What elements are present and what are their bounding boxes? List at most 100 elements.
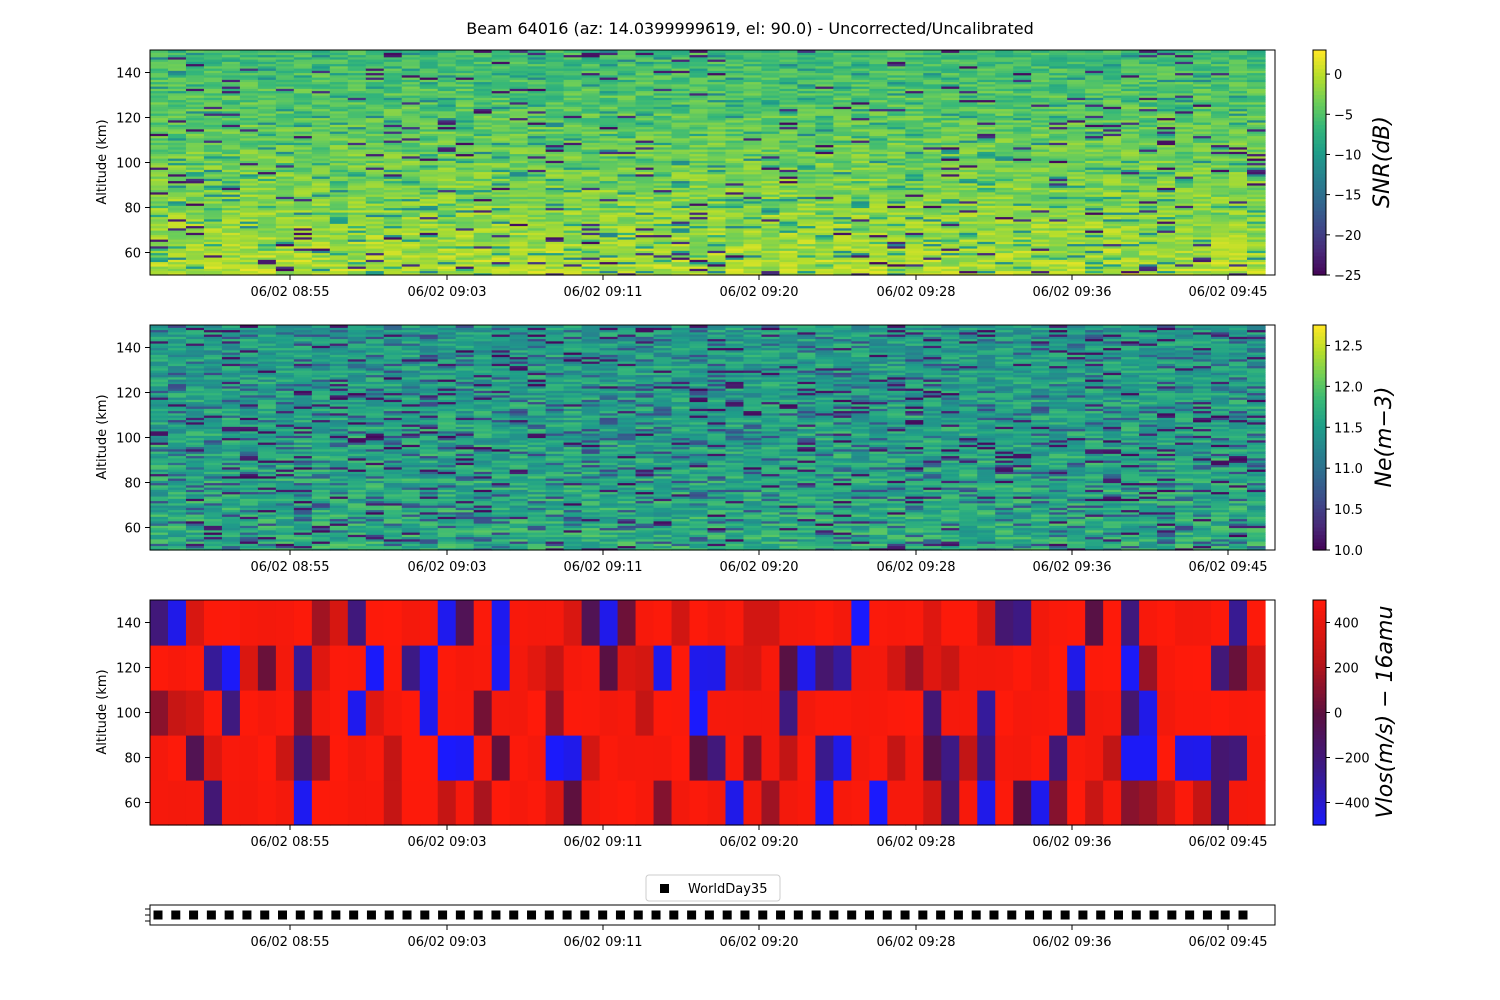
snr-cell [365,234,385,238]
snr-cell [635,254,655,258]
snr-cell [887,223,906,227]
snr-cell [941,178,960,182]
snr-cell [725,90,745,94]
snr-cell [509,214,529,218]
snr-cell [959,162,978,166]
snr-cell [563,191,583,195]
snr-cell [887,50,906,53]
snr-cell [150,88,169,92]
snr-cell [653,254,673,258]
snr-cell [419,236,439,240]
snr-cell [671,68,691,71]
snr-cell [977,90,996,94]
snr-cell [671,59,691,62]
snr-cell [167,72,187,76]
snr-cell [275,252,295,256]
snr-cell [293,117,313,121]
snr-cell [707,270,727,274]
snr-cell [743,236,763,240]
snr-cell [833,234,852,238]
snr-cell [401,70,421,74]
snr-cell [221,180,241,184]
snr-cell [167,52,187,56]
snr-cell [707,104,727,107]
snr-cell [743,151,763,155]
snr-cell [941,164,960,168]
snr-cell [653,74,673,78]
snr-cell [869,95,888,98]
snr-cell [239,203,259,206]
snr-cell [383,81,403,85]
snr-cell [977,149,996,152]
snr-cell [725,234,745,238]
snr-cell [473,266,493,269]
snr-cell [635,146,655,150]
snr-cell [329,65,349,69]
snr-cell [959,110,978,114]
snr-cell [581,99,601,103]
snr-cell [545,250,565,254]
snr-cell [725,212,745,215]
snr-cell [653,196,673,200]
snr-cell [851,133,870,137]
snr-cell [419,95,439,98]
snr-cell [527,79,547,83]
snr-cell [239,173,259,177]
snr-cell [527,99,547,103]
snr-cell [239,140,259,143]
snr-cell [383,146,403,150]
snr-cell [923,63,942,67]
snr-cell [383,104,403,107]
snr-cell [653,131,673,134]
snr-cell [473,200,493,204]
snr-cell [959,239,978,242]
snr-cell [1013,135,1032,139]
snr-cell [455,200,475,204]
snr-cell [509,243,529,247]
snr-cell [365,209,385,213]
snr-cell [1013,209,1032,213]
snr-cell [923,146,942,150]
snr-cell [941,142,960,146]
snr-cell [185,97,205,101]
snr-cell [527,250,547,254]
snr-cell [150,110,169,114]
snr-cell [779,79,799,83]
snr-cell [203,56,223,60]
snr-cell [383,99,403,103]
snr-cell [563,95,583,98]
snr-cell [257,227,277,231]
snr-cell [401,185,421,188]
snr-cell [1013,128,1032,132]
snr-cell [797,88,816,92]
snr-cell [1031,122,1050,125]
snr-cell [473,90,493,94]
snr-cell [779,155,799,159]
snr-cell [203,128,223,132]
snr-cell [959,119,978,123]
snr-cell [977,77,996,80]
snr-cell [329,252,349,256]
snr-cell [347,122,367,125]
snr-cell [437,200,457,204]
snr-cell [671,214,691,218]
snr-cell [491,254,511,258]
snr-cell [257,209,277,213]
snr-cell [851,146,870,150]
snr-cell [491,158,511,161]
snr-cell [239,227,259,231]
snr-cell [257,59,277,62]
snr-cell [473,272,493,276]
snr-cell [635,227,655,231]
snr-cell [383,185,403,188]
snr-cell [239,146,259,150]
snr-cell [311,167,331,170]
snr-cell [473,131,493,134]
snr-cell [509,189,529,193]
snr-cell [887,135,906,139]
snr-cell [203,142,223,146]
snr-cell [869,187,888,191]
snr-cell [491,110,511,114]
snr-cell [815,171,834,175]
snr-cell [581,227,601,231]
